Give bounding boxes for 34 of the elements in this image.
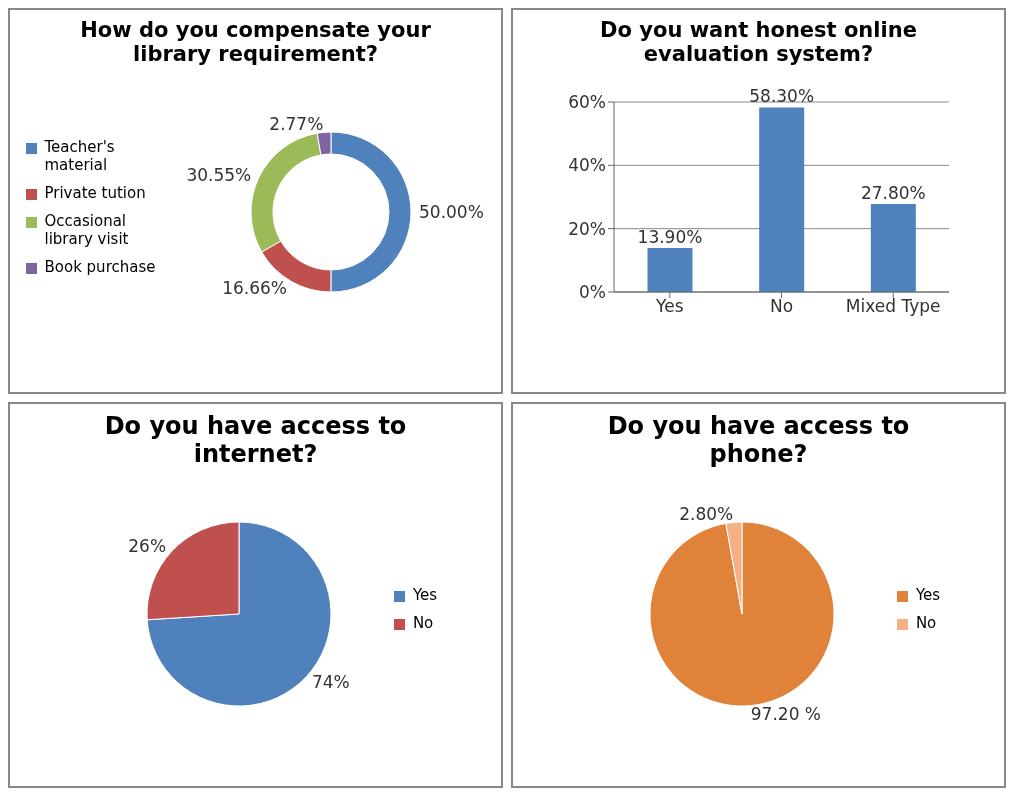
bar xyxy=(647,247,692,292)
data-label: 27.80% xyxy=(860,182,926,203)
data-label: 30.55% xyxy=(185,164,251,185)
legend-label: Occasional library visit xyxy=(44,212,130,248)
legend-label: Yes xyxy=(412,586,438,604)
bar xyxy=(870,203,916,292)
data-label: 26% xyxy=(128,535,166,556)
legend-label: Yes xyxy=(915,586,941,604)
x-tick-label: Mixed Type xyxy=(845,296,940,317)
chart-title: Do you want honest online evaluation system? xyxy=(599,18,918,66)
legend-label: Private tution xyxy=(44,184,146,202)
y-tick-label: 60% xyxy=(567,92,606,113)
y-tick-label: 20% xyxy=(567,218,606,239)
bar xyxy=(758,107,804,292)
legend-label: No xyxy=(412,614,434,632)
data-label: 58.30% xyxy=(748,86,814,107)
x-tick-label: Yes xyxy=(654,296,684,317)
data-label: 2.80% xyxy=(679,504,734,525)
chart-title: Do you have access to internet? xyxy=(103,412,408,468)
data-label: 13.90% xyxy=(637,226,702,247)
x-tick-label: No xyxy=(769,296,793,317)
data-label: 97.20 % xyxy=(750,703,821,724)
legend-label: Book purchase xyxy=(44,258,156,276)
data-label: 50.00% xyxy=(418,202,484,223)
chart-title: Do you have access to phone? xyxy=(606,412,911,468)
legend-label: No xyxy=(915,614,937,632)
y-tick-label: 0% xyxy=(578,282,606,303)
legend-label: Teacher's material xyxy=(44,138,116,174)
data-label: 16.66% xyxy=(221,278,287,299)
data-label: 74% xyxy=(311,672,350,693)
data-label: 2.77% xyxy=(268,114,323,135)
pie-slice xyxy=(649,521,835,707)
chart-title: How do you compensate your library requirement? xyxy=(79,18,432,66)
y-tick-label: 40% xyxy=(567,155,606,176)
